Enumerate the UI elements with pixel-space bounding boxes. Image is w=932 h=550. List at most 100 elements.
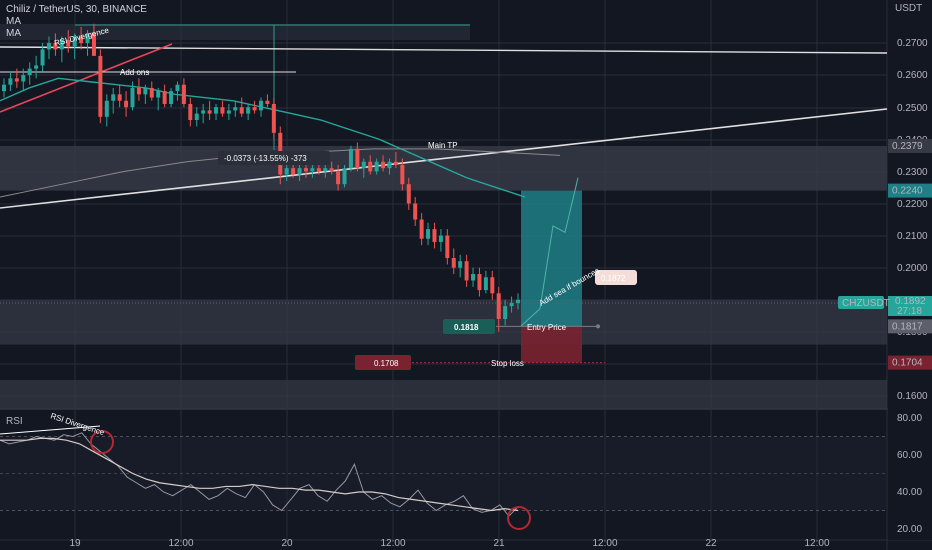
time-label-3: 12:00 xyxy=(380,538,405,549)
candle-body-22 xyxy=(143,87,148,95)
annotation-add-ons: Add ons xyxy=(120,68,149,77)
candle-body-63 xyxy=(406,184,411,204)
candle-body-11 xyxy=(72,36,77,47)
time-label-0: 19 xyxy=(69,538,81,549)
candle-body-33 xyxy=(214,107,219,114)
candle-body-13 xyxy=(85,33,90,43)
measure-label-bg xyxy=(218,151,330,165)
badge-symbol-bg xyxy=(838,296,884,309)
badge-current: 0.1892 xyxy=(895,296,926,307)
candle-body-12 xyxy=(79,36,84,43)
candle-body-24 xyxy=(156,91,161,98)
rsi-divergence-circle-bottom xyxy=(507,506,531,530)
ma-legend-1[interactable]: MA xyxy=(6,16,21,27)
symbol-title[interactable]: Chiliz / TetherUS, 30, BINANCE xyxy=(6,4,147,15)
time-label-2: 20 xyxy=(281,538,293,549)
badge-current-bg xyxy=(888,296,932,316)
candle-body-76 xyxy=(490,277,495,294)
candle-body-58 xyxy=(374,161,379,172)
candle-body-30 xyxy=(194,113,199,121)
candle-body-45 xyxy=(291,168,296,175)
candle-body-75 xyxy=(483,277,488,291)
long-position-tool[interactable] xyxy=(400,177,605,364)
candle-body-27 xyxy=(175,84,180,92)
time-label-6: 22 xyxy=(705,538,717,549)
candle-body-20 xyxy=(130,87,135,108)
candle-body-48 xyxy=(310,168,315,172)
badge-target: 0.2240 xyxy=(892,186,923,197)
annotation-main-tp: Main TP xyxy=(428,141,458,150)
candle-body-1 xyxy=(8,78,13,85)
candle-body-23 xyxy=(149,87,154,98)
price-axis[interactable]: USDT0.27000.26000.25000.24000.23000.2200… xyxy=(838,0,932,540)
rsi-title: RSI xyxy=(6,416,23,427)
candle-body-60 xyxy=(387,161,392,169)
candle-body-66 xyxy=(426,229,431,239)
annotation-measure: -0.0373 (-13.55%) -373 xyxy=(224,154,307,163)
candle-body-15 xyxy=(98,55,103,117)
rsi-line xyxy=(0,432,519,517)
projection-path xyxy=(520,177,579,327)
time-axis[interactable]: 19 12:00 20 12:00 21 12:00 22 12:00 xyxy=(69,538,830,549)
time-label-1: 12:00 xyxy=(168,538,193,549)
badge-countdown: 27:18 xyxy=(897,306,922,317)
projection-value-box xyxy=(595,270,637,285)
candle-body-56 xyxy=(361,161,366,169)
drawn-trendlines[interactable] xyxy=(0,43,888,304)
annotation-entry-label: Entry Price xyxy=(527,323,567,332)
badge-entry: 0.1817 xyxy=(892,321,923,332)
candle-body-18 xyxy=(117,94,122,101)
rsi-label-2: 40.00 xyxy=(897,487,922,498)
candle-body-73 xyxy=(471,274,476,281)
candle-body-5 xyxy=(34,65,39,69)
candle-body-55 xyxy=(355,148,360,169)
candle-body-50 xyxy=(323,168,328,172)
candle-body-42 xyxy=(271,103,276,133)
candle-body-6 xyxy=(40,49,45,66)
candle-body-59 xyxy=(381,161,386,169)
candle-body-70 xyxy=(451,258,456,268)
candle-body-49 xyxy=(316,168,321,172)
candle-body-19 xyxy=(124,100,129,108)
candle-body-47 xyxy=(303,168,308,172)
badge-symbol: CHZUSDT xyxy=(842,298,890,309)
chart-legend: Chiliz / TetherUS, 30, BINANCE MA MA xyxy=(6,4,147,40)
stop-value-box xyxy=(355,355,411,370)
candle-body-9 xyxy=(59,39,64,50)
rsi-divergence-line xyxy=(0,425,101,435)
candlesticks xyxy=(2,23,520,332)
price-label-2: 0.2500 xyxy=(897,103,928,114)
rsi-band xyxy=(0,436,887,511)
candle-body-74 xyxy=(477,274,482,291)
candle-body-4 xyxy=(27,68,32,76)
candle-body-64 xyxy=(413,203,418,220)
candle-body-68 xyxy=(438,235,443,242)
badge-stop-bg xyxy=(888,355,932,370)
candle-body-28 xyxy=(181,84,186,104)
trendline-red xyxy=(0,43,173,113)
candle-body-10 xyxy=(66,39,71,47)
ma-legend-2[interactable]: MA xyxy=(6,28,21,39)
candle-body-57 xyxy=(368,161,373,172)
candle-body-51 xyxy=(329,168,334,172)
price-label-4: 0.2300 xyxy=(897,167,928,178)
candle-body-34 xyxy=(220,107,225,114)
candle-body-40 xyxy=(259,100,263,111)
rsi-label-3: 20.00 xyxy=(897,524,922,535)
entry-value-box xyxy=(443,319,495,334)
time-label-5: 12:00 xyxy=(592,538,617,549)
time-label-7: 12:00 xyxy=(804,538,829,549)
candle-body-21 xyxy=(136,87,141,95)
candle-body-52 xyxy=(336,171,341,185)
take-profit-box xyxy=(521,190,582,327)
candle-body-29 xyxy=(188,103,193,121)
candle-body-72 xyxy=(464,261,469,281)
candle-body-31 xyxy=(201,110,206,114)
candle-body-14 xyxy=(91,33,96,56)
candle-body-46 xyxy=(297,168,302,175)
candle-body-67 xyxy=(432,229,437,242)
candle-body-71 xyxy=(458,261,463,268)
annotation-stop-label: Stop loss xyxy=(491,359,524,368)
rsi-label-0: 80.00 xyxy=(897,413,922,424)
